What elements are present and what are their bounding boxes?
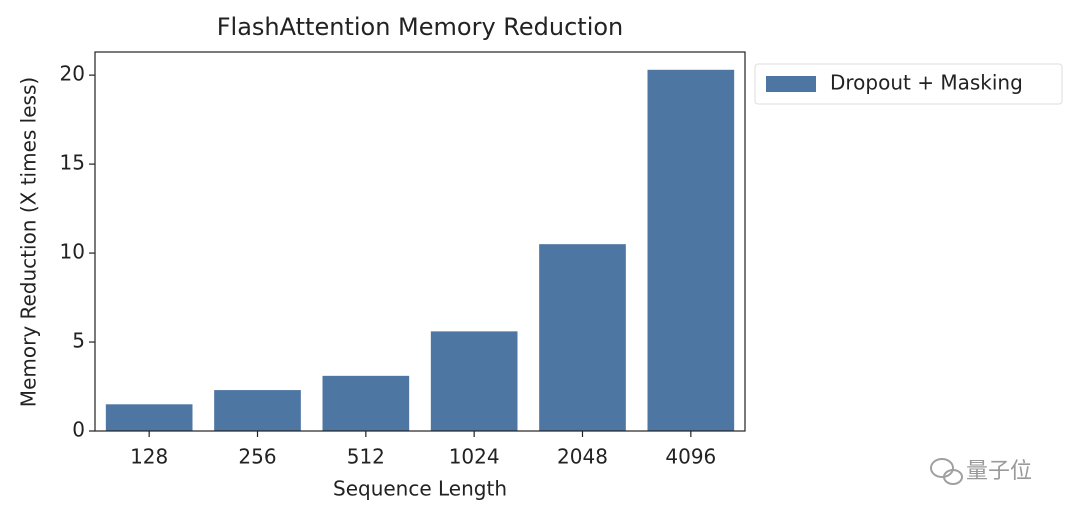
legend-swatch <box>766 76 816 92</box>
legend-label: Dropout + Masking <box>830 71 1023 95</box>
x-tick-label: 4096 <box>665 445 716 469</box>
y-tick-label: 10 <box>60 240 85 264</box>
y-tick-label: 0 <box>72 418 85 442</box>
x-tick-label: 512 <box>347 445 385 469</box>
bar <box>539 244 626 431</box>
legend-frame <box>754 63 1063 105</box>
y-axis-label: Memory Reduction (X times less) <box>17 77 41 407</box>
x-tick-label: 256 <box>238 445 276 469</box>
chart-title: FlashAttention Memory Reduction <box>217 13 624 41</box>
x-axis-label: Sequence Length <box>333 477 507 501</box>
bar <box>647 69 735 431</box>
x-tick-label: 1024 <box>449 445 500 469</box>
x-tick-label: 2048 <box>557 445 608 469</box>
bar <box>430 331 518 431</box>
y-tick-label: 20 <box>60 62 85 86</box>
bar <box>214 390 301 431</box>
bar <box>322 375 410 431</box>
watermark-icon <box>930 458 963 485</box>
x-tick-label: 128 <box>130 445 168 469</box>
y-tick-label: 15 <box>60 151 85 175</box>
watermark: 量子位 <box>966 459 1032 484</box>
bar <box>105 404 193 431</box>
y-tick-label: 5 <box>72 329 85 353</box>
plot-frame <box>94 51 746 432</box>
